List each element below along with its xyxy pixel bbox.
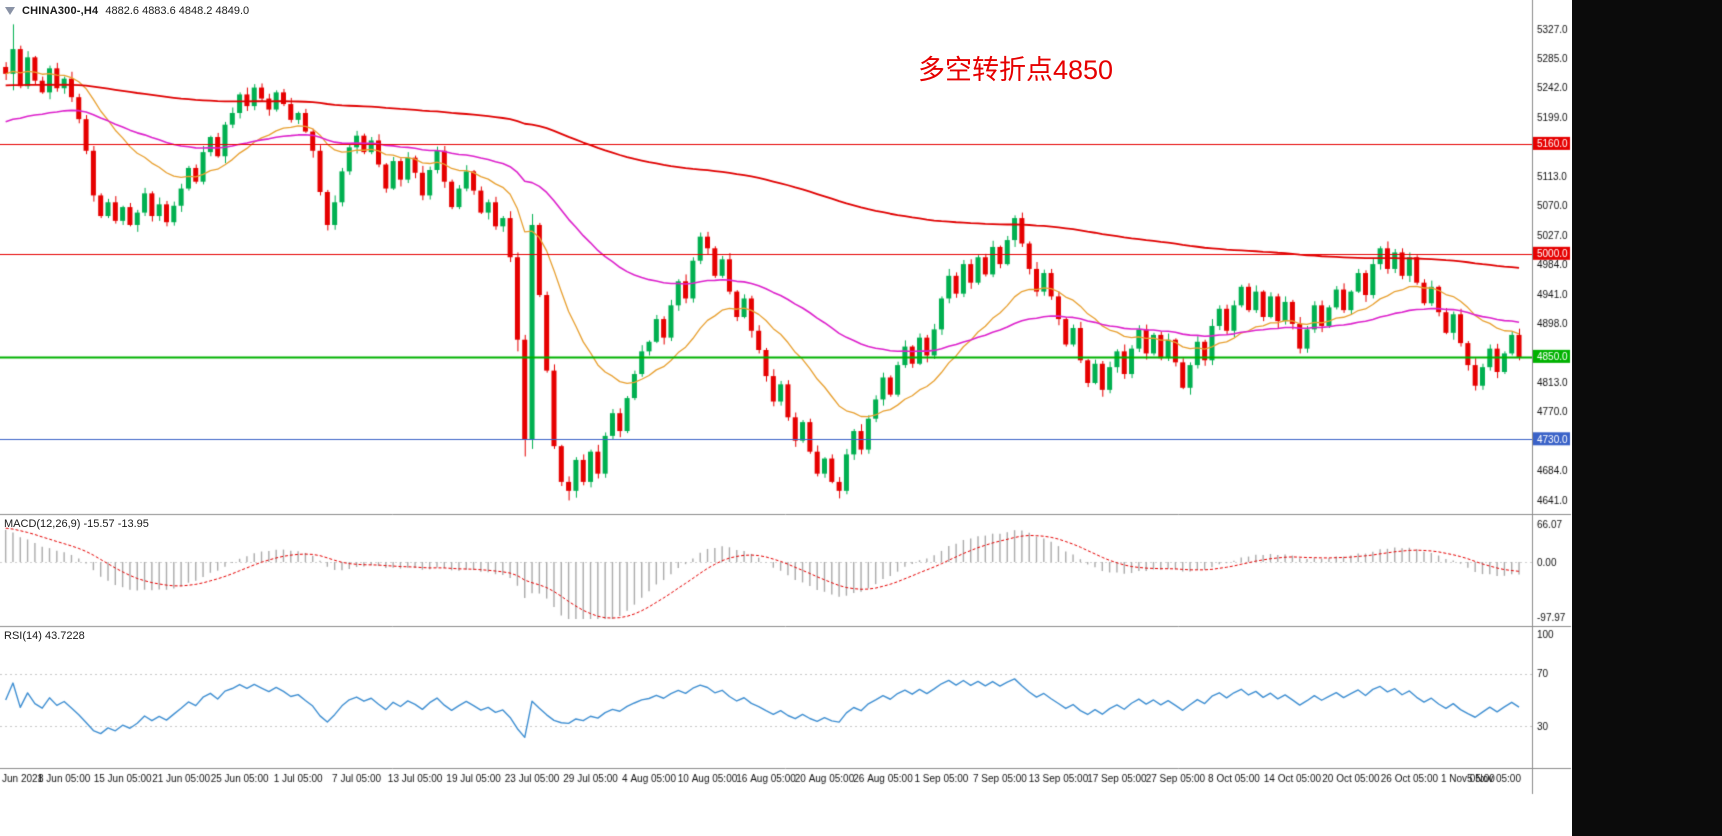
macd-indicator-label: MACD(12,26,9) -15.57 -13.95	[4, 518, 149, 530]
chart-symbol-icon	[5, 7, 15, 15]
symbol-timeframe-label: CHINA300-,H4	[22, 5, 99, 17]
rsi-indicator-label: RSI(14) 43.7228	[4, 630, 85, 642]
chart-annotation-text[interactable]: 多空转折点4850	[918, 55, 1114, 85]
chart-header: CHINA300-,H4 4882.6 4883.6 4848.2 4849.0	[5, 5, 249, 17]
right-dark-panel	[1572, 0, 1722, 836]
ohlc-values: 4882.6 4883.6 4848.2 4849.0	[105, 5, 250, 17]
